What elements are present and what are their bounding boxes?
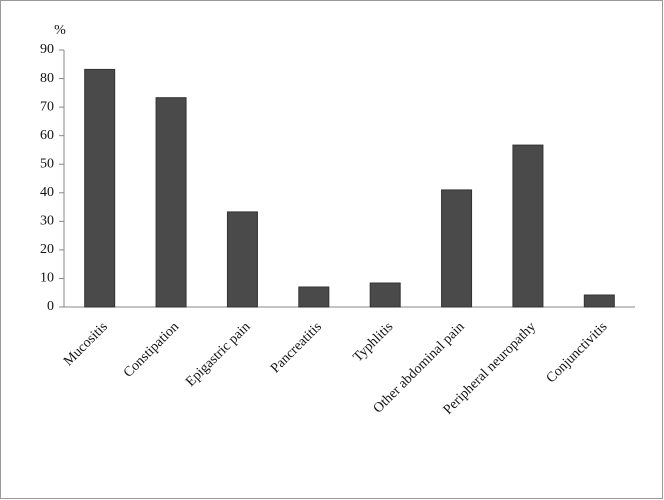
y-tick-label: 0 bbox=[47, 299, 54, 314]
y-tick-label: 60 bbox=[40, 128, 54, 143]
y-tick-label: 80 bbox=[40, 71, 54, 86]
y-tick-label: 30 bbox=[40, 214, 54, 229]
bar bbox=[583, 294, 615, 308]
y-tick-label: 70 bbox=[40, 99, 54, 114]
bar bbox=[155, 97, 187, 308]
y-tick-label: 20 bbox=[40, 242, 54, 257]
y-tick-label: 40 bbox=[40, 185, 54, 200]
bar bbox=[512, 144, 544, 308]
bar bbox=[441, 189, 473, 308]
y-tick-label: 50 bbox=[40, 156, 54, 171]
bar bbox=[84, 68, 116, 308]
y-tick-label: 90 bbox=[40, 42, 54, 57]
bar bbox=[298, 286, 330, 308]
y-tick-label: 10 bbox=[40, 271, 54, 286]
bar bbox=[226, 211, 258, 308]
bar bbox=[369, 282, 401, 308]
y-axis-label: % bbox=[54, 23, 66, 38]
